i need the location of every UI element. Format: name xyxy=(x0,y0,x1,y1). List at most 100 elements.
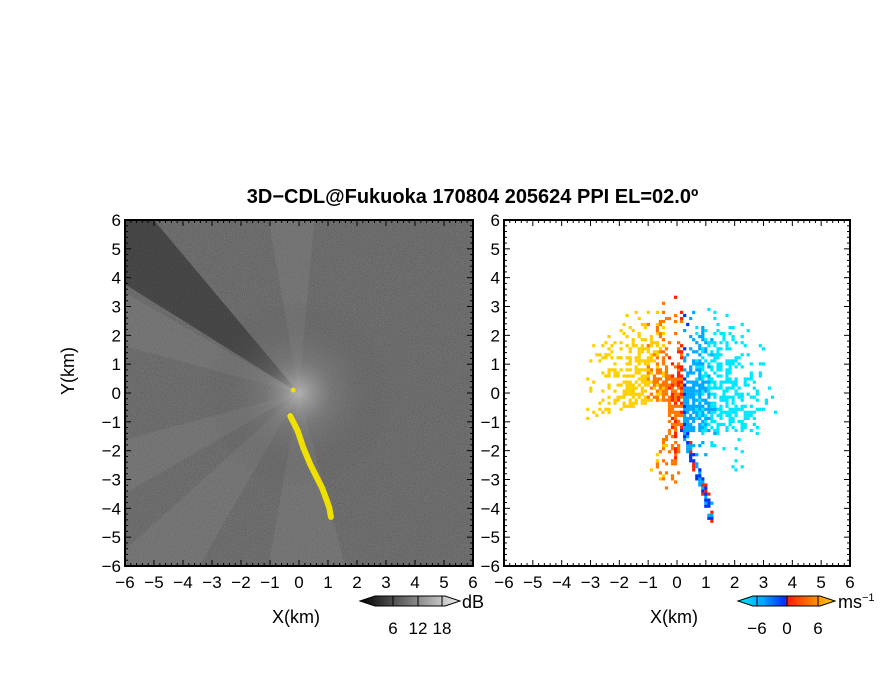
velocity-pixel xyxy=(661,459,666,463)
velocity-pixel xyxy=(698,374,702,378)
velocity-pixel xyxy=(704,495,708,499)
velocity-pixel xyxy=(655,462,659,466)
velocity-pixel xyxy=(701,404,705,408)
velocity-pixel xyxy=(677,350,681,354)
velocity-pixel xyxy=(698,383,702,387)
velocity-pixel xyxy=(634,398,638,402)
velocity-pixel xyxy=(661,447,666,451)
velocity-pixel xyxy=(692,338,696,342)
velocity-pixel xyxy=(695,462,699,466)
velocity-pixel xyxy=(619,356,623,360)
velocity-pixel xyxy=(661,344,666,348)
velocity-pixel xyxy=(664,347,669,351)
velocity-pixel xyxy=(749,371,753,375)
velocity-pixel xyxy=(677,447,681,451)
velocity-pixel xyxy=(710,519,714,523)
velocity-pixel xyxy=(704,374,708,378)
velocity-pixel xyxy=(631,383,635,387)
velocity-pixel xyxy=(713,383,717,387)
velocity-pixel xyxy=(661,374,666,378)
velocity-pixel xyxy=(695,404,699,408)
velocity-pixel xyxy=(689,456,693,460)
velocity-pixel xyxy=(677,395,681,399)
velocity-pixel xyxy=(722,395,726,399)
velocity-pixel xyxy=(722,380,726,384)
velocity-pixel xyxy=(728,416,732,420)
x-tick-label: 6 xyxy=(468,573,477,592)
velocity-pixel xyxy=(677,371,681,375)
velocity-pixel xyxy=(746,392,750,396)
velocity-pixel xyxy=(674,319,678,324)
velocity-pixel xyxy=(722,392,726,396)
velocity-pixel xyxy=(670,425,675,430)
velocity-pixel xyxy=(713,356,717,360)
velocity-pixel xyxy=(613,374,617,378)
velocity-pixel xyxy=(680,413,684,417)
velocity-pixel xyxy=(631,392,635,396)
velocity-pixel xyxy=(658,368,662,372)
velocity-pixel xyxy=(701,389,705,393)
velocity-pixel xyxy=(704,419,708,423)
velocity-pixel xyxy=(634,401,638,405)
velocity-pixel xyxy=(634,365,638,369)
velocity-pixel xyxy=(661,310,666,314)
velocity-pixel xyxy=(734,410,738,414)
velocity-pixel xyxy=(701,413,705,417)
velocity-pixel xyxy=(728,347,732,351)
x-tick-label: −1 xyxy=(260,573,279,592)
velocity-pixel xyxy=(731,338,735,342)
velocity-pixel xyxy=(731,407,735,411)
velocity-pixel xyxy=(716,350,720,354)
velocity-pixel xyxy=(692,410,696,414)
velocity-pixel xyxy=(704,453,708,457)
velocity-pixel xyxy=(595,413,599,417)
velocity-pixel xyxy=(637,359,641,363)
velocity-pixel xyxy=(728,410,732,414)
velocity-pixel xyxy=(692,350,696,354)
velocity-pixel xyxy=(640,368,644,372)
velocity-pixel xyxy=(616,356,620,360)
velocity-pixel xyxy=(683,359,687,363)
velocity-pixel xyxy=(728,386,732,390)
colorbar-tick-label: −6 xyxy=(747,619,766,638)
velocity-pixel xyxy=(683,401,687,405)
velocity-pixel xyxy=(658,398,662,402)
velocity-pixel xyxy=(658,322,662,327)
velocity-pixel xyxy=(643,368,647,372)
velocity-pixel xyxy=(716,431,720,436)
velocity-pixel xyxy=(652,386,656,390)
velocity-pixel xyxy=(698,480,702,484)
velocity-pixel xyxy=(710,350,714,354)
colorbar-tick-label: 6 xyxy=(813,619,822,638)
velocity-pixel xyxy=(625,313,629,318)
velocity-pixel xyxy=(704,398,708,402)
velocity-pixel xyxy=(646,322,650,327)
velocity-pixel xyxy=(631,338,635,342)
x-tick-label: −3 xyxy=(202,573,221,592)
velocity-pixel xyxy=(695,392,699,396)
velocity-pixel xyxy=(686,392,690,396)
velocity-pixel xyxy=(631,344,635,348)
velocity-pixel xyxy=(758,374,762,378)
velocity-pixel xyxy=(655,362,659,366)
velocity-pixel xyxy=(707,498,711,502)
velocity-pixel xyxy=(701,347,705,351)
velocity-pixel xyxy=(667,356,672,360)
velocity-pixel xyxy=(707,380,711,384)
velocity-pixel xyxy=(701,477,705,481)
velocity-pixel xyxy=(740,465,744,469)
velocity-pixel xyxy=(655,453,659,457)
velocity-pixel xyxy=(683,416,687,420)
velocity-pixel xyxy=(698,377,702,381)
velocity-pixel xyxy=(634,371,638,375)
velocity-pixel xyxy=(749,374,753,378)
velocity-pixel xyxy=(692,419,696,423)
y-tick-label: 3 xyxy=(491,298,500,317)
velocity-pixel xyxy=(607,395,611,399)
velocity-pixel xyxy=(701,338,705,342)
velocity-pixel xyxy=(640,350,644,354)
velocity-pixel xyxy=(704,416,708,420)
velocity-pixel xyxy=(643,401,647,405)
velocity-pixel xyxy=(643,322,647,327)
velocity-pixel xyxy=(677,368,681,372)
